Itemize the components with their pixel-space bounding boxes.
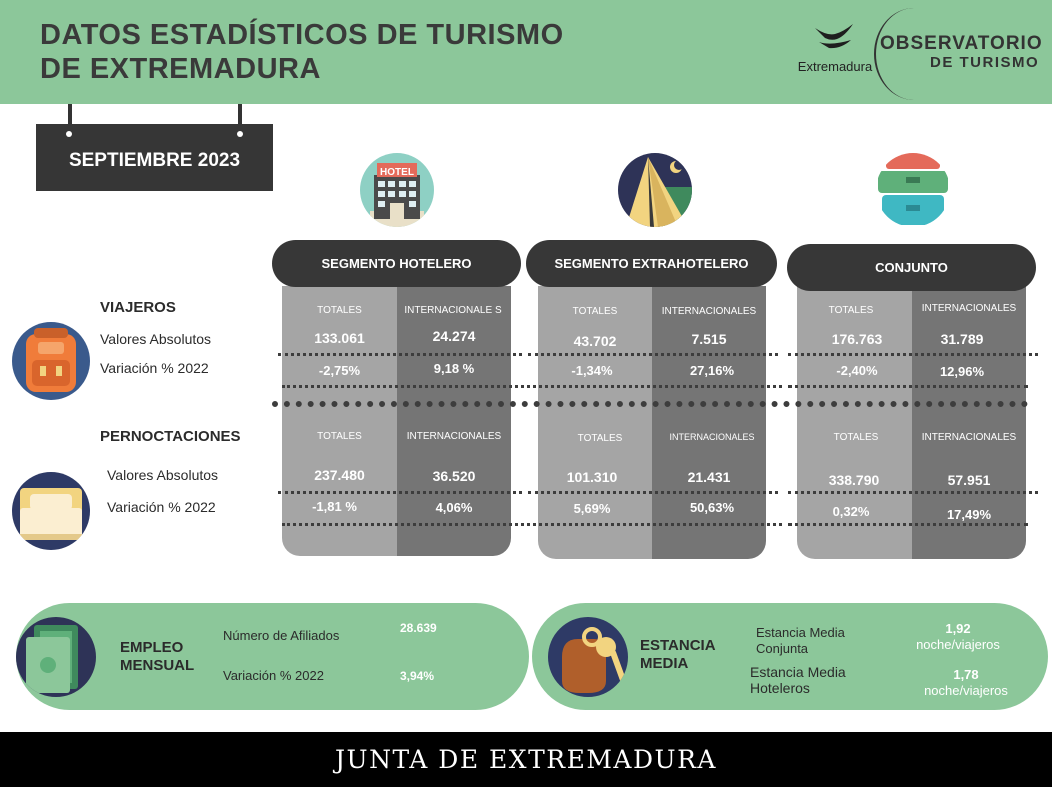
extrahotelero-viajeros-totales-var: -1,34% [571,363,613,378]
viajeros-var-label: Variación % 2022 [100,360,209,376]
title-line-2: DE EXTREMADURA [40,53,321,85]
conjunto-pern-int-header: INTERNACIONALES [921,432,1017,443]
sign-nail-right [237,131,243,137]
title-line-1: DATOS ESTADÍSTICOS DE TURISMO [40,19,564,51]
extrahotelero-pern-int-abs: 21.431 [687,469,731,485]
observatory-arc [874,8,954,100]
conjunto-viajeros-totales-header: TOTALES [828,305,874,316]
conjunto-viajeros-totales-abs: 176.763 [831,331,883,347]
suitcases-icon [876,153,950,227]
hotelero-viajeros-int-abs: 24.274 [432,328,476,344]
hotelero-pern-totales-header: TOTALES [317,431,362,442]
extremadura-logo: Extremadura [795,22,875,74]
sign-cord-right [238,104,242,126]
estancia-panel: ESTANCIA MEDIA Estancia Media Conjunta 1… [532,603,1048,710]
segment-conjunto-header: CONJUNTO [787,244,1036,291]
tent-icon [618,153,692,227]
section-divider [272,401,1028,407]
extrahotelero-pern-int-var: 50,63% [689,500,735,515]
observatory-subtitle: DE TURISMO [930,54,1040,71]
afiliados-label: Número de Afiliados [223,628,340,643]
conjunto-viajeros-int-abs: 31.789 [940,331,984,347]
conjunto-pern-totales-header: TOTALES [833,432,879,443]
empleo-title-line-2: MENSUAL [120,657,195,674]
sign-cord-left [68,104,72,126]
key-icon [548,617,628,697]
estancia-hoteleros-label: Estancia Media Hoteleros [750,664,846,696]
extrahotelero-pern-int-header: INTERNACIONALES [669,432,755,442]
extrahotelero-viajeros-totales-header: TOTALES [572,306,618,317]
conjunto-pern-totales-var: 0,32% [832,504,870,519]
hotelero-viajeros-totales-abs: 133.061 [314,330,365,346]
bed-icon [12,472,90,550]
hotelero-pern-int-var: 4,06% [435,500,473,515]
hotelero-pern-int-header: INTERNACIONALES [406,431,502,442]
pernoctaciones-var-label: Variación % 2022 [107,499,216,515]
conjunto-column [797,286,1026,559]
hotelero-viajeros-int-header: INTERNACIONALE S [404,305,502,316]
viajeros-abs-label: Valores Absolutos [100,331,212,347]
conjunto-viajeros-totales-var: -2,40% [836,363,878,378]
extrahotelero-viajeros-int-var: 27,16% [689,363,735,378]
afiliados-value: 28.639 [400,621,437,635]
hotelero-column [282,286,511,556]
segment-hotelero-header: SEGMENTO HOTELERO [272,240,521,287]
swallow-icon [815,24,853,49]
conjunto-viajeros-int-var: 12,96% [939,364,985,379]
pernoctaciones-label: PERNOCTACIONES [100,428,241,445]
hotelero-viajeros-int-var: 9,18 % [433,361,475,376]
hotel-sign-text: HOTEL [380,167,414,178]
money-icon [16,617,96,697]
hotel-icon: HOTEL [360,153,434,227]
segment-extrahotelero-header: SEGMENTO EXTRAHOTELERO [526,240,777,287]
period-label: SEPTIEMBRE 2023 [68,150,241,171]
estancia-title-line-2: MEDIA [640,655,689,672]
extrahotelero-viajeros-int-abs: 7.515 [691,331,727,347]
period-sign: SEPTIEMBRE 2023 [36,124,273,191]
estancia-conjunta-value: 1,92 noche/viajeros [916,621,1000,652]
hotelero-viajeros-totales-header: TOTALES [317,305,362,316]
empleo-variacion-label: Variación % 2022 [223,668,324,683]
pernoctaciones-abs-label: Valores Absolutos [107,467,219,483]
estancia-title-line-1: ESTANCIA [640,637,716,654]
conjunto-pern-int-var: 17,49% [946,507,992,522]
sign-nail-left [66,131,72,137]
empleo-title-line-1: EMPLEO [120,639,184,656]
estancia-conjunta-label: Estancia Media Conjunta [756,625,845,656]
header-banner: DATOS ESTADÍSTICOS DE TURISMO DE EXTREMA… [0,0,1052,104]
footer-bar: JUNTA DE EXTREMADURA [0,732,1052,787]
empleo-title: EMPLEO MENSUAL [120,639,194,675]
hotelero-pern-totales-abs: 237.480 [314,467,365,483]
empleo-variacion-value: 3,94% [400,669,435,683]
hotelero-pern-totales-var: -1,81 % [312,499,357,514]
extrahotelero-column [538,286,766,559]
estancia-hoteleros-value: 1,78 noche/viajeros [924,667,1008,698]
hotelero-pern-int-abs: 36.520 [432,468,476,484]
logo-region-text: Extremadura [797,59,873,74]
extrahotelero-viajeros-totales-abs: 43.702 [573,333,617,349]
conjunto-viajeros-int-header: INTERNACIONALES [921,303,1017,314]
page-title: DATOS ESTADÍSTICOS DE TURISMO DE EXTREMA… [40,18,564,86]
backpack-icon [12,322,90,400]
conjunto-pern-int-abs: 57.951 [947,472,991,488]
extrahotelero-pern-totales-var: 5,69% [573,501,611,516]
estancia-title: ESTANCIA MEDIA [640,637,716,673]
conjunto-pern-totales-abs: 338.790 [828,472,880,488]
extrahotelero-pern-totales-abs: 101.310 [566,469,618,485]
footer-text: JUNTA DE EXTREMADURA [335,745,717,774]
hotelero-viajeros-totales-var: -2,75% [318,363,361,378]
viajeros-label: VIAJEROS [100,299,176,316]
observatory-title: OBSERVATORIO [880,33,1043,54]
empleo-panel: EMPLEO MENSUAL Número de Afiliados 28.63… [16,603,529,710]
extrahotelero-pern-totales-header: TOTALES [577,433,623,444]
extrahotelero-viajeros-int-header: INTERNACIONALES [661,306,757,317]
